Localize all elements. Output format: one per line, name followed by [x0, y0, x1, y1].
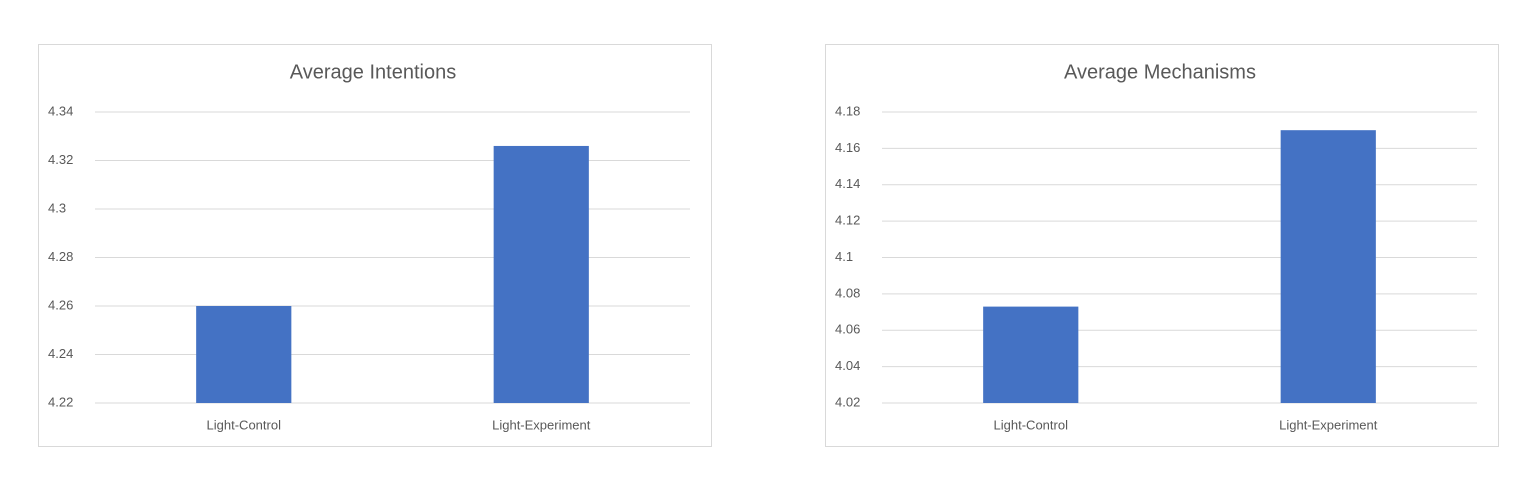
y-tick-label: 4.16 — [835, 140, 860, 155]
bar — [493, 145, 589, 403]
y-tick-label: 4.14 — [835, 176, 860, 191]
bar — [983, 306, 1079, 403]
y-tick-label: 4.04 — [835, 358, 860, 373]
bar — [196, 306, 292, 403]
y-tick-label: 4.18 — [835, 103, 860, 118]
x-tick-label: Light-Control — [994, 417, 1069, 432]
chart: Average Mechanisms 4.02 4.04 4.06 4.08 4.1 4.1… — [825, 44, 1499, 447]
y-tick-label: 4.26 — [48, 297, 73, 312]
y-tick-label: 4.12 — [835, 213, 860, 228]
y-tick-label: 4.1 — [835, 249, 853, 264]
y-tick-label: 4.22 — [48, 394, 73, 409]
y-tick-label: 4.3 — [48, 200, 66, 215]
chart-frame — [825, 44, 1499, 447]
x-tick-label: Light-Experiment — [1279, 417, 1378, 432]
y-tick-label: 4.34 — [48, 103, 73, 118]
chart: Average Intentions 4.22 4.24 4.26 4.28 4.3 4.3… — [38, 44, 712, 447]
chart-title: Average Mechanisms — [1064, 61, 1256, 83]
x-tick-label: Light-Experiment — [492, 417, 591, 432]
chart-frame — [38, 44, 712, 447]
bar — [1280, 130, 1376, 403]
y-tick-label: 4.08 — [835, 285, 860, 300]
chart-title: Average Intentions — [290, 61, 456, 83]
y-tick-label: 4.32 — [48, 152, 73, 167]
y-tick-label: 4.06 — [835, 322, 860, 337]
y-tick-label: 4.28 — [48, 249, 73, 264]
y-tick-label: 4.24 — [48, 346, 73, 361]
x-tick-label: Light-Control — [207, 417, 282, 432]
y-tick-label: 4.02 — [835, 394, 860, 409]
